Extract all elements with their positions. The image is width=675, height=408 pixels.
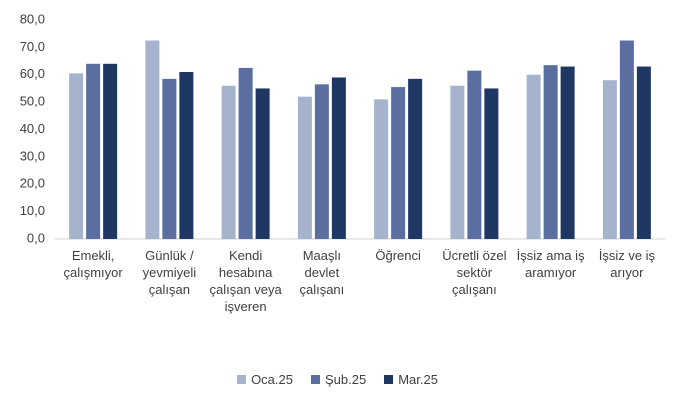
x-tick-label: Maaşlı devlet çalışanı <box>299 248 345 297</box>
legend-swatch <box>384 375 394 384</box>
legend-swatch <box>310 375 320 384</box>
legend: Oca.25 Şub.25 Mar.25 <box>0 372 675 387</box>
bar <box>162 78 177 239</box>
legend-item: Oca.25 <box>237 372 293 387</box>
bar <box>314 84 329 239</box>
bar <box>179 72 194 239</box>
bar <box>255 88 270 239</box>
legend-label: Mar.25 <box>398 372 438 387</box>
bar <box>450 85 465 239</box>
x-tick-label: İşsiz ve iş arıyor <box>598 248 656 280</box>
y-tick-label: 70,0 <box>20 39 45 54</box>
legend-item: Şub.25 <box>310 372 367 387</box>
y-tick-label: 80,0 <box>20 11 45 26</box>
bar <box>391 87 406 239</box>
bar <box>408 78 423 239</box>
bar <box>484 88 499 239</box>
x-tick-label: Emekli, çalışmıyor <box>63 248 123 280</box>
bar <box>221 85 236 239</box>
y-tick-label: 0,0 <box>27 230 45 245</box>
bar <box>331 77 346 239</box>
y-tick-label: 20,0 <box>20 176 45 191</box>
y-tick-label: 10,0 <box>20 203 45 218</box>
legend-label: Oca.25 <box>251 372 293 387</box>
x-tick-label: Kendi hesabına çalışan veya işveren <box>209 248 282 314</box>
legend-label: Şub.25 <box>324 372 367 387</box>
y-tick-label: 30,0 <box>20 148 45 163</box>
bar <box>602 80 617 239</box>
bar <box>560 66 575 239</box>
bar <box>467 70 482 239</box>
bar <box>103 63 118 239</box>
bar <box>526 74 541 239</box>
y-tick-label: 40,0 <box>20 121 45 136</box>
bar <box>636 66 651 239</box>
y-tick-label: 60,0 <box>20 66 45 81</box>
x-tick-label: Öğrenci <box>375 248 421 263</box>
bar <box>374 99 389 239</box>
legend-swatch <box>237 375 247 384</box>
bar <box>238 67 253 239</box>
bar <box>86 63 101 239</box>
bar <box>543 65 558 239</box>
y-tick-label: 50,0 <box>20 94 45 109</box>
bar <box>619 40 634 239</box>
bar <box>145 40 160 239</box>
legend-item: Mar.25 <box>384 372 438 387</box>
x-tick-label: Ücretli özel sektör çalışanı <box>442 248 507 297</box>
x-tick-label: Günlük / yevmiyeli çalışan <box>142 248 197 297</box>
bar <box>297 96 312 240</box>
x-tick-label: İşsiz ama iş aramıyor <box>516 248 585 280</box>
bar <box>69 73 84 239</box>
